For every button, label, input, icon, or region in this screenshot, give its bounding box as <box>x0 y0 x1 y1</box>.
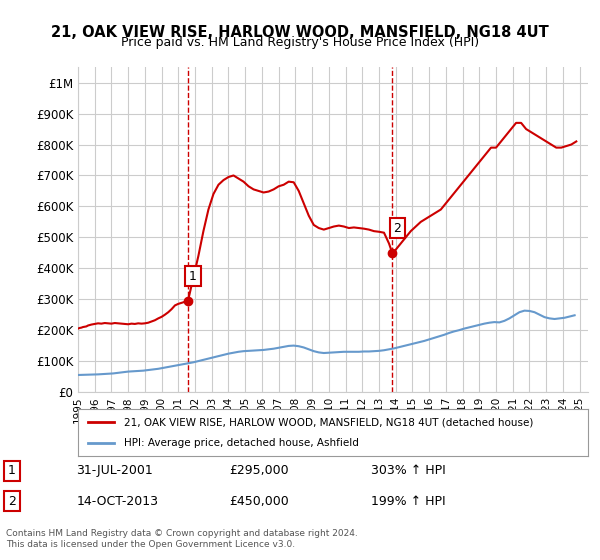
Text: 31-JUL-2001: 31-JUL-2001 <box>77 464 154 477</box>
Text: 2: 2 <box>8 494 16 507</box>
Text: Price paid vs. HM Land Registry's House Price Index (HPI): Price paid vs. HM Land Registry's House … <box>121 36 479 49</box>
Text: £450,000: £450,000 <box>229 494 289 507</box>
Text: HPI: Average price, detached house, Ashfield: HPI: Average price, detached house, Ashf… <box>124 438 359 448</box>
Text: Contains HM Land Registry data © Crown copyright and database right 2024.
This d: Contains HM Land Registry data © Crown c… <box>6 529 358 549</box>
Text: 1: 1 <box>8 464 16 477</box>
Text: 14-OCT-2013: 14-OCT-2013 <box>77 494 158 507</box>
Text: 199% ↑ HPI: 199% ↑ HPI <box>371 494 445 507</box>
Text: 303% ↑ HPI: 303% ↑ HPI <box>371 464 445 477</box>
Text: 21, OAK VIEW RISE, HARLOW WOOD, MANSFIELD, NG18 4UT (detached house): 21, OAK VIEW RISE, HARLOW WOOD, MANSFIEL… <box>124 417 533 427</box>
Text: 2: 2 <box>393 222 401 235</box>
Text: 1: 1 <box>189 269 197 282</box>
Text: £295,000: £295,000 <box>229 464 289 477</box>
Text: 21, OAK VIEW RISE, HARLOW WOOD, MANSFIELD, NG18 4UT: 21, OAK VIEW RISE, HARLOW WOOD, MANSFIEL… <box>51 25 549 40</box>
